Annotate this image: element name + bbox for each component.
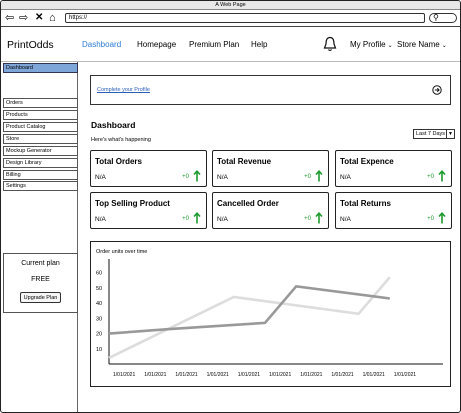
card-value: N/A [95, 216, 106, 223]
arrow-right-circle-icon[interactable] [432, 85, 442, 95]
sidebar-item-products[interactable]: Products [3, 110, 78, 120]
sidebar-item-store[interactable]: Store [3, 134, 78, 144]
back-arrow-icon[interactable]: ⇦ [5, 12, 15, 24]
store-label: Store Name [397, 40, 440, 49]
plan-title: Current plan [21, 260, 60, 267]
app-header: PrintOdds Dashboard Homepage Premium Pla… [1, 27, 460, 62]
nav-premium-plan[interactable]: Premium Plan [189, 40, 240, 49]
y-tick-label: 10 [96, 347, 102, 353]
sidebar-item-orders[interactable]: Orders [3, 98, 78, 108]
nav-homepage[interactable]: Homepage [137, 40, 177, 49]
x-tick-label: 1/01/2021 [113, 372, 135, 378]
x-tick-label: 1/01/2021 [175, 372, 197, 378]
card-title: Total Revenue [217, 157, 272, 166]
y-tick-label: 30 [96, 316, 102, 322]
card-value: N/A [340, 216, 351, 223]
card-delta: +0 [427, 216, 434, 222]
card-value: N/A [217, 216, 228, 223]
chevron-down-icon: ▼ [446, 130, 454, 138]
arrow-up-icon [438, 212, 446, 224]
profile-banner: Complete your Profile [90, 75, 451, 105]
card-delta: +0 [427, 174, 434, 180]
stat-card: Top Selling Product N/A +0 [90, 192, 207, 229]
sidebar-item-dashboard[interactable]: Dashboard [3, 63, 78, 73]
stat-card: Total Orders N/A +0 [90, 150, 207, 187]
line-chart: Order units over time 10 20 30 40 50 60 1/01/2… [96, 249, 443, 378]
nav-help[interactable]: Help [251, 40, 268, 49]
chevron-down-icon: ⌄ [387, 43, 393, 49]
profile-label: My Profile [350, 40, 386, 49]
profile-menu[interactable]: My Profile ⌄ [350, 40, 393, 49]
browser-toolbar: ⇦ ⇨ ✕ ⌂ https:// ⚲ [1, 10, 460, 27]
x-tick-label: 1/01/2021 [238, 372, 260, 378]
card-delta: +0 [304, 174, 311, 180]
card-delta: +0 [182, 174, 189, 180]
nav-dashboard[interactable]: Dashboard [82, 40, 122, 49]
card-delta: +0 [182, 216, 189, 222]
arrow-up-icon [438, 170, 446, 182]
forward-arrow-icon[interactable]: ⇨ [19, 12, 29, 24]
chart-title: Order units over time [96, 249, 147, 255]
arrow-up-icon [315, 170, 323, 182]
sidebar-item-settings[interactable]: Settings [3, 181, 78, 191]
card-delta: +0 [304, 216, 311, 222]
home-icon[interactable]: ⌂ [49, 12, 56, 24]
arrow-up-icon [315, 212, 323, 224]
stat-card: Cancelled Order N/A +0 [212, 192, 329, 229]
y-tick-label: 60 [96, 271, 102, 277]
x-tick-label: 1/01/2021 [207, 372, 229, 378]
store-menu[interactable]: Store Name ⌄ [397, 40, 447, 49]
date-range-select[interactable]: Last 7 Days ▼ [413, 129, 455, 139]
current-plan-panel: Current plan FREE Upgrade Plan [3, 253, 78, 313]
sidebar-item-mockup-generator[interactable]: Mockup Generator [3, 146, 78, 156]
card-value: N/A [95, 174, 106, 181]
y-tick-label: 20 [96, 332, 102, 338]
stat-card: Total Revenue N/A +0 [212, 150, 329, 187]
series-line [108, 276, 391, 360]
x-tick-label: 1/01/2021 [300, 372, 322, 378]
complete-profile-link[interactable]: Complete your Profile [97, 87, 150, 93]
sidebar-item-billing[interactable]: Billing [3, 170, 78, 180]
arrow-up-icon [193, 212, 201, 224]
x-tick-label: 1/01/2021 [269, 372, 291, 378]
series-line [108, 284, 390, 335]
card-title: Total Returns [340, 199, 391, 208]
url-bar[interactable]: https:// [65, 13, 425, 23]
order-units-chart: Order units over time 10 20 30 40 50 60 1/01/2… [90, 241, 451, 387]
card-title: Total Orders [95, 157, 142, 166]
upgrade-plan-button[interactable]: Upgrade Plan [19, 292, 62, 303]
search-icon: ⚲ [433, 13, 439, 22]
date-range-value: Last 7 Days [416, 131, 446, 137]
stat-card: Total Expence N/A +0 [335, 150, 452, 187]
card-value: N/A [340, 174, 351, 181]
stat-card: Total Returns N/A +0 [335, 192, 452, 229]
sidebar-item-product-catalog[interactable]: Product Catalog [3, 122, 78, 132]
brand-logo[interactable]: PrintOdds [7, 39, 54, 51]
x-tick-label: 1/01/2021 [331, 372, 353, 378]
y-tick-label: 40 [96, 301, 102, 307]
card-title: Total Expence [340, 157, 394, 166]
sidebar: Dashboard Orders Products Product Catalo… [2, 62, 78, 412]
close-icon[interactable]: ✕ [35, 12, 44, 23]
arrow-up-icon [193, 170, 201, 182]
x-tick-label: 1/01/2021 [363, 372, 385, 378]
window-title: A Web Page [1, 1, 460, 10]
chevron-down-icon: ⌄ [441, 43, 447, 49]
x-tick-label: 1/01/2021 [394, 372, 416, 378]
y-tick-label: 50 [96, 286, 102, 292]
card-value: N/A [217, 174, 228, 181]
sidebar-item-design-library[interactable]: Design Library [3, 158, 78, 168]
bell-icon[interactable] [323, 36, 337, 52]
page-subtitle: Here's what's happening [91, 137, 151, 143]
page-title: Dashboard [91, 120, 136, 130]
browser-search-field[interactable]: ⚲ [429, 13, 457, 23]
card-title: Cancelled Order [217, 199, 279, 208]
plan-value: FREE [31, 276, 50, 283]
x-tick-label: 1/01/2021 [144, 372, 166, 378]
card-title: Top Selling Product [95, 199, 170, 208]
